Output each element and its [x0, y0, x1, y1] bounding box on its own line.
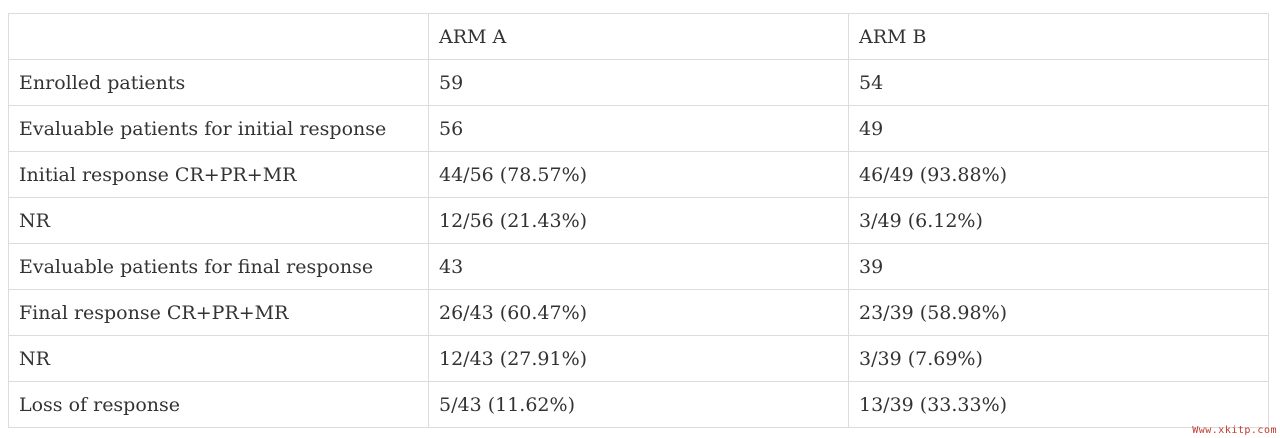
table-row: Final response CR+PR+MR 26/43 (60.47%) 2…: [8, 289, 1269, 336]
arm-a-value: 43: [428, 243, 849, 290]
table-row: Evaluable patients for final response 43…: [8, 243, 1269, 290]
arm-b-value: 49: [848, 105, 1269, 152]
arm-a-value: 26/43 (60.47%): [428, 289, 849, 336]
watermark-text: Www.xkitp.com: [1192, 425, 1277, 436]
row-label: Final response CR+PR+MR: [8, 289, 429, 336]
row-label: Enrolled patients: [8, 59, 429, 106]
row-label: Loss of response: [8, 381, 429, 428]
arm-b-value: 46/49 (93.88%): [848, 151, 1269, 198]
arm-a-value: 5/43 (11.62%): [428, 381, 849, 428]
table-body: Enrolled patients 59 54 Evaluable patien…: [8, 59, 1269, 428]
table-header: ARM A ARM B: [8, 13, 1269, 60]
arm-b-value: 3/39 (7.69%): [848, 335, 1269, 382]
row-label: Evaluable patients for final response: [8, 243, 429, 290]
arm-a-value: 59: [428, 59, 849, 106]
row-label: NR: [8, 335, 429, 382]
table-container: ARM A ARM B Enrolled patients 59 54 Eval…: [8, 13, 1269, 428]
arm-a-value: 44/56 (78.57%): [428, 151, 849, 198]
table-row: Enrolled patients 59 54: [8, 59, 1269, 106]
arm-a-value: 12/56 (21.43%): [428, 197, 849, 244]
table-row: Initial response CR+PR+MR 44/56 (78.57%)…: [8, 151, 1269, 198]
row-label: Initial response CR+PR+MR: [8, 151, 429, 198]
arm-b-value: 39: [848, 243, 1269, 290]
row-label: Evaluable patients for initial response: [8, 105, 429, 152]
arm-b-value: 13/39 (33.33%): [848, 381, 1269, 428]
header-cell-empty: [8, 13, 429, 60]
header-cell-arm-b: ARM B: [848, 13, 1269, 60]
table-row: NR 12/56 (21.43%) 3/49 (6.12%): [8, 197, 1269, 244]
arm-b-value: 23/39 (58.98%): [848, 289, 1269, 336]
table-row: Evaluable patients for initial response …: [8, 105, 1269, 152]
arm-a-value: 56: [428, 105, 849, 152]
response-table: ARM A ARM B Enrolled patients 59 54 Eval…: [8, 13, 1269, 428]
header-cell-arm-a: ARM A: [428, 13, 849, 60]
table-row: NR 12/43 (27.91%) 3/39 (7.69%): [8, 335, 1269, 382]
header-row: ARM A ARM B: [8, 13, 1269, 60]
arm-a-value: 12/43 (27.91%): [428, 335, 849, 382]
arm-b-value: 3/49 (6.12%): [848, 197, 1269, 244]
arm-b-value: 54: [848, 59, 1269, 106]
table-row: Loss of response 5/43 (11.62%) 13/39 (33…: [8, 381, 1269, 428]
row-label: NR: [8, 197, 429, 244]
